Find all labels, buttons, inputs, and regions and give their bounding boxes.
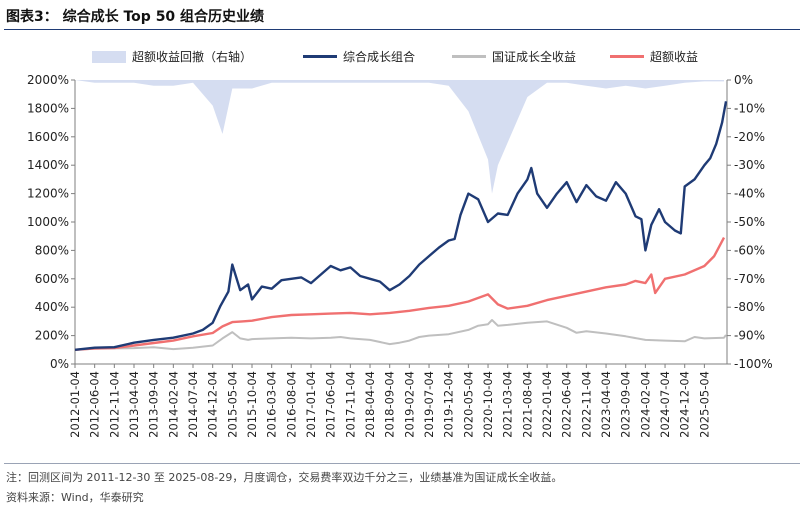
title-divider [4,29,800,30]
y-left-tick-label: 1400% [27,158,69,172]
x-tick-label: 2014-12-04 [206,371,220,438]
chart-legend: 超额收益回撤（右轴） 综合成长组合 国证成长全收益 超额收益 [0,48,804,68]
x-tick-label: 2014-02-04 [166,371,180,438]
y-right-tick-label: 0% [734,73,753,87]
y-right-tick-label: -20% [734,130,765,144]
x-tick-label: 2015-05-04 [225,371,239,438]
y-right-tick-label: -40% [734,187,765,201]
legend-item-benchmark: 国证成长全收益 [452,48,576,65]
x-tick-label: 2019-02-04 [402,371,416,438]
x-tick-label: 2020-05-04 [461,371,475,438]
figure-title: 图表3： 综合成长 Top 50 组合历史业绩 [6,9,265,25]
y-right-tick-label: -90% [734,329,765,343]
legend-label: 国证成长全收益 [492,50,577,64]
x-tick-label: 2021-03-04 [501,371,515,438]
series-line-benchmark [74,319,727,351]
y-right-tick-label: -70% [734,272,765,286]
y-right-tick-label: -10% [734,101,765,115]
legend-swatch-line [610,55,644,58]
x-tick-label: 2025-05-04 [697,371,711,438]
x-tick-label: 2012-06-04 [88,371,102,438]
x-tick-label: 2023-04-04 [599,371,613,438]
x-tick-label: 2023-09-04 [619,371,633,438]
figure-note: 注：回测区间为 2011-12-30 至 2025-08-29，月度调仓，交易费… [6,471,563,484]
y-right-tick-label: -80% [734,300,765,314]
x-tick-label: 2024-02-04 [638,371,652,438]
x-tick-label: 2012-01-04 [68,371,82,438]
x-tick-label: 2021-08-04 [520,371,534,438]
y-left-tick-label: 600% [35,272,69,286]
x-tick-label: 2015-10-04 [245,371,259,438]
y-left-tick-label: 2000% [27,73,69,87]
legend-swatch-line [452,55,486,58]
legend-swatch-line [303,55,337,58]
x-tick-label: 2024-12-04 [678,371,692,438]
x-tick-label: 2012-11-04 [107,371,121,438]
x-tick-label: 2017-06-04 [324,371,338,438]
y-right-tick-label: -50% [734,215,765,229]
x-tick-label: 2019-07-04 [422,371,436,438]
figure-source: 资料来源：Wind，华泰研究 [6,491,144,504]
y-left-tick-label: 1000% [27,215,69,229]
y-left-tick-label: 1800% [27,101,69,115]
series-line-excess [74,237,726,351]
y-left-tick-label: 1200% [27,187,69,201]
series-line-portfolio [74,101,728,351]
x-tick-label: 2016-08-04 [284,371,298,438]
legend-item-portfolio: 综合成长组合 [303,48,415,65]
legend-swatch-area [92,50,126,63]
y-left-tick-label: 800% [35,243,69,257]
x-tick-label: 2022-06-04 [560,371,574,438]
footer-divider [4,463,800,464]
y-right-tick-label: -60% [734,243,765,257]
y-left-tick-label: 400% [35,300,69,314]
x-tick-label: 2013-09-04 [147,371,161,438]
y-left-tick-label: 0% [50,357,69,371]
x-tick-label: 2018-04-04 [363,371,377,438]
x-tick-label: 2016-03-04 [265,371,279,438]
x-tick-label: 2017-11-04 [343,371,357,438]
x-tick-label: 2022-11-04 [579,371,593,438]
legend-label: 超额收益 [650,50,699,64]
series-area-excess-drawdown [75,80,724,194]
legend-item-excess-drawdown: 超额收益回撤（右轴） [92,48,252,65]
y-left-tick-label: 200% [35,329,69,343]
x-tick-label: 2024-07-04 [658,371,672,438]
y-right-tick-label: -100% [734,357,773,371]
x-tick-label: 2022-01-04 [540,371,554,438]
x-tick-label: 2013-04-04 [127,371,141,438]
legend-item-excess: 超额收益 [610,48,698,65]
x-tick-label: 2017-01-04 [304,371,318,438]
x-tick-label: 2020-10-04 [481,371,495,438]
legend-label: 超额收益回撤（右轴） [132,50,253,64]
y-right-tick-label: -30% [734,158,765,172]
x-tick-label: 2018-09-04 [383,371,397,438]
y-left-tick-label: 1600% [27,130,69,144]
x-tick-label: 2014-07-04 [186,371,200,438]
x-tick-label: 2019-12-04 [442,371,456,438]
legend-label: 综合成长组合 [343,50,416,64]
